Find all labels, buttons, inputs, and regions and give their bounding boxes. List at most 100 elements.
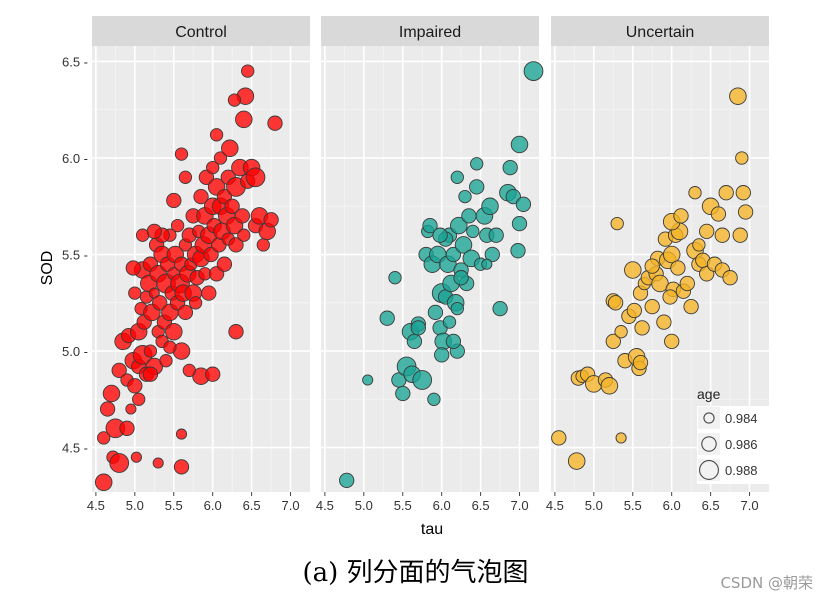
data-point [551, 430, 567, 446]
x-tick-label: 7.0 [281, 498, 299, 513]
legend-size-circle [701, 436, 717, 452]
data-point [692, 238, 706, 252]
x-tick-label: 5.0 [355, 498, 373, 513]
data-point [662, 289, 678, 305]
data-point [406, 333, 423, 350]
data-point [461, 208, 477, 224]
data-point [662, 245, 681, 264]
x-tick-label: 5.5 [165, 498, 183, 513]
data-point [379, 310, 395, 326]
data-point [135, 228, 150, 242]
data-point [127, 378, 143, 394]
data-point [735, 151, 749, 165]
data-point [732, 227, 748, 243]
data-point [670, 260, 686, 276]
data-point [198, 169, 215, 185]
watermark: CSDN @朝荣 [720, 574, 813, 592]
data-point [339, 472, 355, 489]
data-point [600, 377, 619, 395]
data-point [632, 354, 649, 371]
legend-label: 0.988 [725, 463, 758, 478]
data-point [362, 374, 374, 386]
data-point [245, 167, 266, 188]
data-point [515, 196, 532, 212]
data-point [466, 224, 480, 239]
data-point [615, 432, 627, 444]
data-point [206, 160, 220, 175]
data-point [679, 275, 695, 292]
data-point [699, 223, 715, 240]
data-point [174, 147, 189, 161]
data-point [453, 270, 469, 286]
data-point [128, 286, 142, 300]
data-point [710, 206, 727, 222]
y-tick-label: 5.0 - [62, 344, 88, 359]
data-point [624, 261, 642, 279]
data-point [523, 61, 544, 81]
facet-strip [321, 16, 539, 46]
data-point [735, 185, 751, 201]
data-point [626, 302, 642, 319]
data-point [241, 64, 255, 78]
data-point [152, 457, 164, 469]
x-tick-label: 7.0 [510, 498, 528, 513]
data-point [469, 179, 485, 195]
data-point [213, 151, 228, 165]
legend-title: age [697, 386, 721, 402]
data-point [688, 186, 702, 200]
data-point [201, 285, 217, 301]
data-point [664, 333, 680, 350]
data-point [427, 392, 441, 406]
data-point [177, 304, 194, 321]
data-point [159, 354, 173, 368]
data-point [267, 115, 283, 131]
data-point [142, 366, 159, 382]
legend-key [698, 433, 720, 455]
data-point [450, 216, 468, 235]
data-point [227, 93, 242, 107]
data-point [450, 301, 464, 316]
data-point [178, 170, 193, 184]
data-point [256, 238, 270, 252]
data-point [673, 208, 689, 224]
panel-control: Control 4.5 5.0 5.5 6.0 6.5 7.0 [87, 16, 310, 513]
data-point [510, 243, 526, 259]
x-tick-label: 6.5 [243, 498, 261, 513]
data-point [450, 170, 464, 184]
data-point [488, 227, 504, 243]
data-point [170, 218, 185, 233]
x-tick-label: 6.5 [472, 498, 490, 513]
size-legend: age 0.984 0.986 0.988 [697, 386, 771, 484]
data-point [216, 256, 233, 272]
data-point [146, 223, 162, 240]
data-point [193, 188, 209, 205]
data-point [109, 453, 130, 473]
data-point [481, 197, 499, 216]
data-point [410, 320, 426, 336]
x-axis-title: tau [421, 521, 443, 538]
data-point [729, 87, 747, 105]
data-point [94, 473, 113, 492]
data-point [125, 260, 141, 276]
x-tick-label: 6.5 [702, 498, 720, 513]
data-point [607, 295, 624, 311]
x-tick-label: 5.5 [394, 498, 412, 513]
x-tick-label: 6.0 [204, 498, 222, 513]
legend-size-circle [699, 460, 719, 480]
data-point [165, 322, 183, 341]
y-tick-label: 5.5 - [62, 248, 88, 263]
y-tick-label: 4.5 - [62, 441, 88, 456]
y-axis-title: SOD [39, 251, 56, 286]
data-point [143, 344, 158, 358]
data-point [442, 315, 457, 329]
data-point [737, 204, 754, 220]
legend-label: 0.986 [725, 437, 758, 452]
facet-strip [551, 16, 769, 46]
figure-caption: (a) 列分面的气泡图 [302, 558, 529, 588]
data-point [567, 452, 586, 470]
data-point [395, 385, 411, 402]
data-point [458, 189, 472, 204]
legend-key [698, 407, 720, 429]
data-point [605, 333, 621, 350]
x-tick-label: 4.5 [316, 498, 334, 513]
